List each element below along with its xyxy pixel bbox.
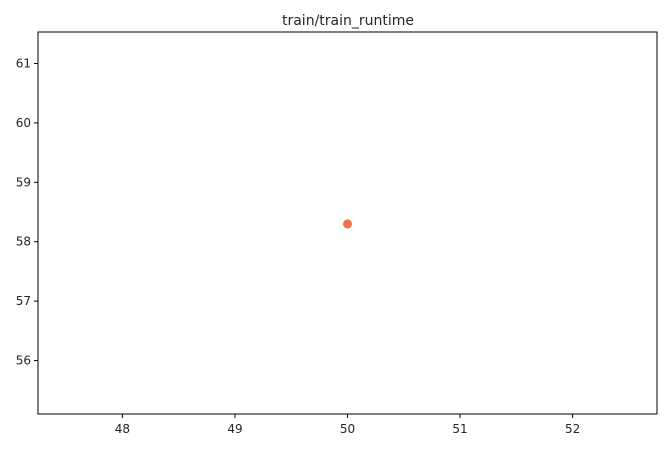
x-tick-label: 52 (565, 422, 580, 436)
y-tick-label: 56 (16, 354, 31, 368)
data-point (343, 219, 352, 229)
x-axis-ticks: 48 49 50 51 52 (115, 414, 580, 436)
y-tick-label: 57 (16, 294, 31, 308)
x-tick-label: 51 (452, 422, 467, 436)
y-tick-label: 60 (16, 116, 31, 130)
x-tick-label: 49 (227, 422, 242, 436)
y-tick-label: 61 (16, 56, 31, 70)
chart-title: train/train_runtime (282, 13, 414, 29)
y-tick-label: 58 (16, 235, 31, 249)
x-tick-label: 48 (115, 422, 130, 436)
data-points (343, 219, 352, 229)
x-tick-label: 50 (340, 422, 355, 436)
y-tick-label: 59 (16, 175, 31, 189)
y-axis-ticks: 56 57 58 59 60 61 (16, 56, 38, 368)
